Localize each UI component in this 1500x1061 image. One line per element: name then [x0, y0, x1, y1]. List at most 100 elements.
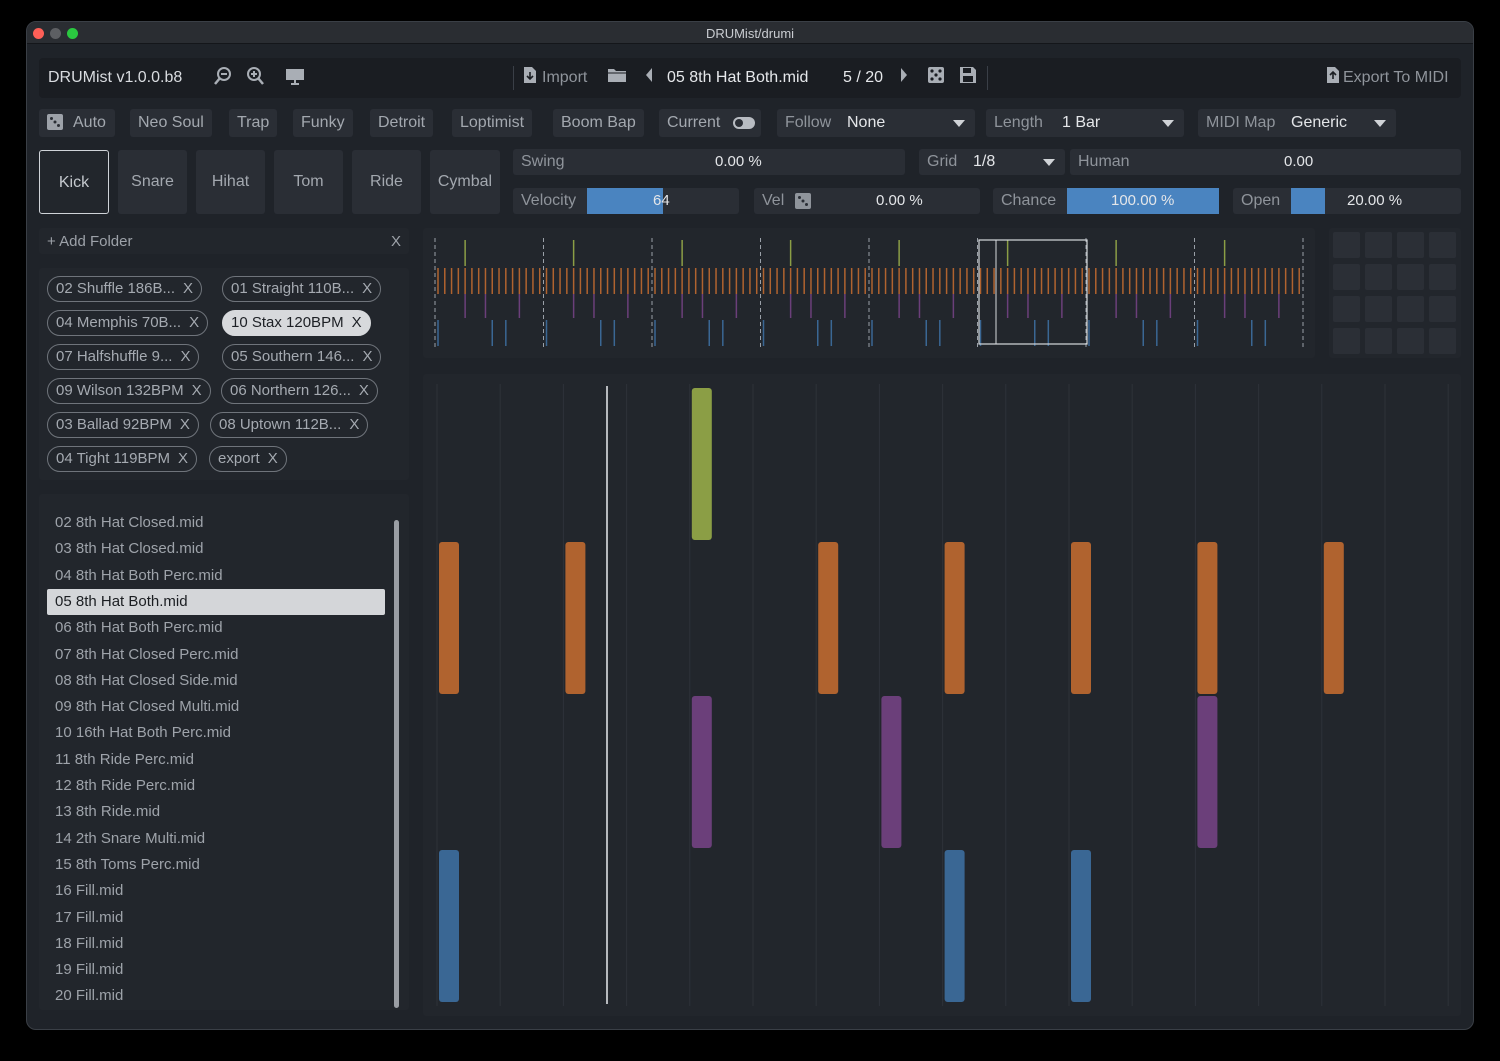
remove-folder-button[interactable]: X — [189, 314, 200, 331]
pad-cell[interactable] — [1397, 264, 1424, 290]
save-icon[interactable] — [956, 66, 980, 90]
file-list-item[interactable]: 19 Fill.mid — [55, 961, 124, 979]
preset-detroit[interactable]: Detroit — [370, 109, 434, 137]
file-list-item[interactable]: 15 8th Toms Perc.mid — [55, 855, 200, 873]
pad-cell[interactable] — [1333, 328, 1360, 354]
pad-cell[interactable] — [1429, 328, 1456, 354]
vel-random-slider[interactable]: Vel 0.00 % — [754, 188, 980, 214]
piano-roll[interactable] — [423, 374, 1461, 1016]
swing-slider[interactable]: Swing 0.00 % — [513, 149, 905, 175]
file-list-item[interactable]: 14 2th Snare Multi.mid — [55, 829, 206, 847]
import-button[interactable]: Import — [542, 69, 588, 86]
current-toggle[interactable]: Current — [659, 109, 761, 137]
tab-cymbal[interactable]: Cymbal — [430, 150, 500, 214]
add-folder-button[interactable]: + Add Folder — [47, 233, 133, 250]
folder-tag[interactable]: 02 Shuffle 186B... X — [47, 276, 202, 302]
folder-icon[interactable] — [605, 66, 629, 90]
minimize-window-button[interactable] — [50, 28, 61, 39]
folder-tag[interactable]: 04 Memphis 70B... X — [47, 310, 209, 336]
folder-tag[interactable]: 01 Straight 110B... X — [222, 276, 382, 302]
remove-folder-button[interactable]: X — [180, 348, 191, 365]
preset-funky[interactable]: Funky — [293, 109, 353, 137]
auto-button[interactable]: Auto — [39, 109, 115, 137]
pad-cell[interactable] — [1365, 232, 1392, 258]
pad-cell[interactable] — [1333, 232, 1360, 258]
human-slider[interactable]: Human 0.00 — [1070, 149, 1461, 175]
toggle-switch[interactable] — [733, 117, 755, 129]
file-list-scrollbar[interactable] — [394, 520, 399, 1008]
next-file-icon[interactable] — [892, 66, 916, 90]
folder-tag[interactable]: 08 Uptown 112B... X — [210, 412, 369, 438]
screen-icon[interactable] — [283, 66, 307, 90]
preset-boom-bap[interactable]: Boom Bap — [553, 109, 644, 137]
folder-tag[interactable]: export X — [209, 446, 287, 472]
remove-folder-button[interactable]: X — [267, 450, 278, 467]
file-list-item[interactable]: 09 8th Hat Closed Multi.mid — [55, 698, 240, 716]
remove-folder-button[interactable]: X — [191, 382, 202, 399]
folder-tag[interactable]: 09 Wilson 132BPM X — [47, 378, 211, 404]
folder-tag[interactable]: 04 Tight 119BPM X — [47, 446, 197, 472]
pad-cell[interactable] — [1333, 296, 1360, 322]
folder-tag[interactable]: 06 Northern 126... X — [221, 378, 378, 404]
file-list-item[interactable]: 06 8th Hat Both Perc.mid — [55, 619, 223, 637]
zoom-in-icon[interactable] — [243, 66, 267, 90]
file-list-item[interactable]: 05 8th Hat Both.mid — [47, 588, 385, 615]
folder-tag[interactable]: 07 Halfshuffle 9... X — [47, 344, 200, 370]
zoom-window-button[interactable] — [67, 28, 78, 39]
close-window-button[interactable] — [33, 28, 44, 39]
tab-hihat[interactable]: Hihat — [196, 150, 265, 214]
pad-cell[interactable] — [1333, 264, 1360, 290]
pad-cell[interactable] — [1429, 264, 1456, 290]
remove-folder-button[interactable]: X — [349, 416, 360, 433]
remove-folder-button[interactable]: X — [362, 348, 373, 365]
export-file-icon[interactable] — [1321, 66, 1345, 90]
pad-cell[interactable] — [1397, 328, 1424, 354]
file-list-item[interactable]: 07 8th Hat Closed Perc.mid — [55, 645, 239, 663]
remove-folder-button[interactable]: X — [182, 280, 193, 297]
pad-cell[interactable] — [1429, 232, 1456, 258]
preset-trap[interactable]: Trap — [229, 109, 278, 137]
file-list-item[interactable]: 02 8th Hat Closed.mid — [55, 514, 204, 531]
file-list-item[interactable]: 20 Fill.mid — [55, 987, 124, 1005]
pad-cell[interactable] — [1397, 232, 1424, 258]
zoom-out-icon[interactable] — [211, 66, 235, 90]
tab-tom[interactable]: Tom — [274, 150, 343, 214]
folder-tag[interactable]: 10 Stax 120BPM X — [222, 310, 371, 336]
grid-dropdown[interactable]: Grid 1/8 — [919, 149, 1065, 175]
file-list-item[interactable]: 11 8th Ride Perc.mid — [55, 750, 194, 768]
clear-folders-button[interactable]: X — [390, 233, 401, 250]
pad-cell[interactable] — [1397, 296, 1424, 322]
file-list-item[interactable]: 18 Fill.mid — [55, 934, 124, 952]
previous-file-icon[interactable] — [637, 66, 661, 90]
open-slider[interactable]: Open 20.00 % — [1233, 188, 1461, 214]
file-list-item[interactable]: 16 Fill.mid — [55, 882, 124, 900]
pad-cell[interactable] — [1365, 296, 1392, 322]
remove-folder-button[interactable]: X — [179, 416, 190, 433]
file-list-item[interactable]: 17 Fill.mid — [55, 908, 124, 926]
dice-icon[interactable] — [795, 193, 811, 209]
midi-map-dropdown[interactable]: MIDI Map Generic — [1198, 109, 1396, 137]
follow-dropdown[interactable]: Follow None — [777, 109, 975, 137]
tab-snare[interactable]: Snare — [118, 150, 187, 214]
preset-loptimist[interactable]: Loptimist — [452, 109, 533, 137]
remove-folder-button[interactable]: X — [351, 314, 362, 331]
file-list-item[interactable]: 10 16th Hat Both Perc.mid — [55, 724, 231, 742]
pad-cell[interactable] — [1365, 328, 1392, 354]
remove-folder-button[interactable]: X — [362, 280, 373, 297]
folder-tag[interactable]: 05 Southern 146... X — [222, 344, 382, 370]
folder-tag[interactable]: 03 Ballad 92BPM X — [47, 412, 199, 438]
remove-folder-button[interactable]: X — [358, 382, 369, 399]
dice-icon[interactable] — [924, 66, 948, 90]
length-dropdown[interactable]: Length 1 Bar — [986, 109, 1184, 137]
tab-kick[interactable]: Kick — [39, 150, 109, 214]
file-list-item[interactable]: 13 8th Ride.mid — [55, 803, 161, 821]
chance-slider[interactable]: Chance 100.00 % — [993, 188, 1219, 214]
tab-ride[interactable]: Ride — [352, 150, 421, 214]
pad-cell[interactable] — [1365, 264, 1392, 290]
preset-neo-soul[interactable]: Neo Soul — [130, 109, 212, 137]
file-list-item[interactable]: 12 8th Ride Perc.mid — [55, 777, 196, 794]
import-file-icon[interactable] — [518, 66, 542, 90]
export-midi-button[interactable]: Export To MIDI — [1343, 69, 1449, 86]
pad-cell[interactable] — [1429, 296, 1456, 322]
file-list-item[interactable]: 03 8th Hat Closed.mid — [55, 540, 204, 558]
